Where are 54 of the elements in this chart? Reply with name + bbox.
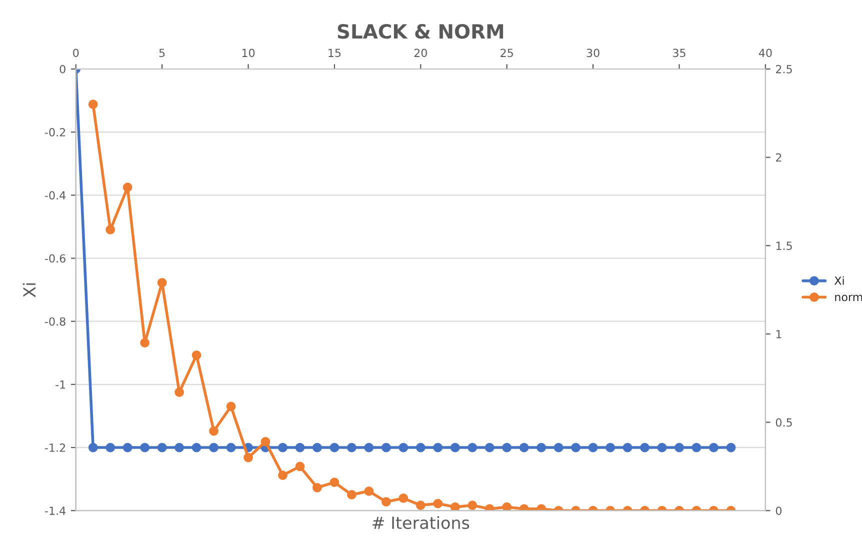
point [140,338,150,348]
y2-tick-label: 0.5 [776,418,792,427]
point [244,452,253,462]
point [364,486,374,496]
y-tick-label: -1.2 [45,443,66,452]
point [450,502,460,511]
x-tick-label: 5 [159,48,165,58]
point [226,402,236,412]
y2-tick-label: 0 [776,506,782,515]
point [398,494,408,503]
x-tick-label: 25 [500,48,513,58]
y-axis-title: Xi [22,283,36,298]
y-tick-label: 0 [60,64,66,74]
point [174,388,184,397]
point [209,426,218,436]
point [468,500,478,510]
point [347,490,356,500]
x-tick-label: 35 [673,48,686,58]
point [519,504,529,511]
y-tick-label: -0.4 [45,191,66,200]
point [416,500,426,510]
point [330,478,340,488]
y2-tick-label: 1 [776,330,782,338]
point [88,100,98,110]
point [484,504,494,511]
point [381,497,391,506]
x-tick-label: 10 [242,48,255,58]
x-tick-label: 15 [328,48,341,58]
point [502,502,512,511]
point [122,182,132,192]
y-tick-label: -0.6 [45,254,66,263]
point [295,462,305,472]
y2-tick-label: 1.5 [776,242,792,250]
point [312,482,322,492]
x-tick-label: 20 [414,48,427,58]
y2-tick-label: 2.5 [776,64,792,74]
x-tick-label: 30 [586,48,600,58]
point [260,437,270,446]
point [157,278,167,288]
x-tick-label: 40 [758,48,772,58]
y-tick-label: -0.8 [45,317,66,326]
point [192,350,202,360]
point [278,470,288,480]
legend-label: norm [835,294,862,302]
x-axis-title: # Iterations [372,516,470,530]
point [433,498,443,508]
point [106,225,116,234]
legend-label: Xi [834,276,844,285]
y-tick-label: -0.2 [45,128,66,136]
y-tick-label: -1 [56,380,66,389]
y-tick-label: -1.4 [45,506,66,515]
chart-title: SLACK & NORM [338,24,504,39]
y2-tick-label: 2 [776,153,782,162]
x-tick-label: 0 [73,48,79,58]
